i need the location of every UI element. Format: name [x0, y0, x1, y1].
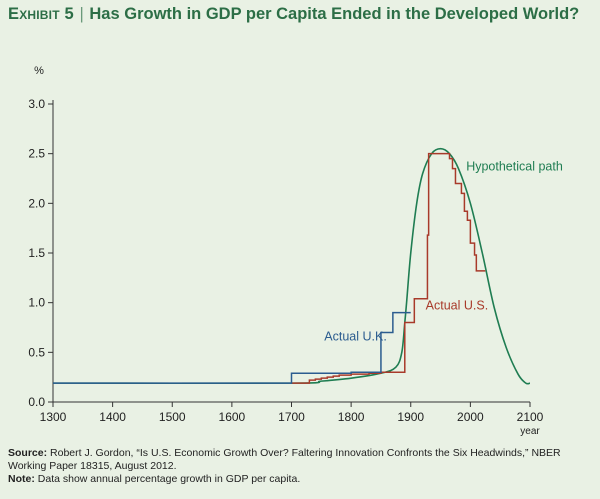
series-label-actual-u-k: Actual U.K.	[324, 329, 387, 343]
y-tick: 1.0	[28, 296, 53, 310]
x-tick: 2000	[457, 402, 484, 424]
x-axis-label: year	[520, 426, 540, 437]
x-tick: 2100	[517, 402, 544, 424]
x-tick-label: 2000	[457, 410, 484, 424]
series-line-actual-u-s	[291, 152, 486, 384]
series-label-actual-u-s: Actual U.S.	[426, 299, 489, 313]
y-tick-label: 0.5	[28, 345, 45, 359]
x-tick: 1300	[40, 402, 67, 424]
y-tick: 1.5	[28, 246, 53, 260]
x-tick: 1500	[159, 402, 186, 424]
source-label: Source:	[8, 447, 48, 459]
x-tick-label: 2100	[517, 410, 544, 424]
footer: Source: Robert J. Gordon, “Is U.S. Econo…	[8, 447, 594, 486]
y-tick: 0.0	[28, 395, 53, 409]
note-line: Note: Data show annual percentage growth…	[8, 473, 594, 486]
title-text: Has Growth in GDP per Capita Ended in th…	[89, 5, 580, 23]
x-tick: 1700	[278, 402, 305, 424]
chart: 0.0 0.5 1.0 1.5 2.0 2.5 3.0% 1300 1400 1500 1600 17…	[28, 65, 563, 437]
x-tick: 1400	[99, 402, 126, 424]
y-tick-label: 2.5	[28, 147, 45, 161]
title-separator: |	[79, 5, 84, 23]
x-tick-label: 1600	[219, 410, 246, 424]
y-tick: 0.5	[28, 345, 53, 359]
chart-title: Exhibit 5 | Has Growth in GDP per Capita…	[8, 4, 593, 25]
y-tick-label: 2.0	[28, 196, 45, 210]
y-axis-label: %	[34, 65, 44, 77]
note-label: Note:	[8, 473, 35, 485]
axes: 0.0 0.5 1.0 1.5 2.0 2.5 3.0% 1300 1400 1500 1600 17…	[28, 65, 543, 437]
x-tick-label: 1400	[99, 410, 126, 424]
series-labels: Actual U.K. Actual U.S. Hypothetical path	[324, 160, 563, 344]
note-text: Data show annual percentage growth in GD…	[37, 473, 301, 485]
source-text: Robert J. Gordon, “Is U.S. Economic Grow…	[8, 447, 561, 472]
y-tick: 3.0	[28, 97, 53, 111]
series-line-actual-u-k	[53, 311, 411, 384]
y-tick: 2.5	[28, 147, 53, 161]
series-label-hypothetical-path: Hypothetical path	[466, 160, 563, 174]
x-tick-label: 1500	[159, 410, 186, 424]
x-tick-label: 1700	[278, 410, 305, 424]
y-tick-label: 0.0	[28, 395, 45, 409]
source-line: Source: Robert J. Gordon, “Is U.S. Econo…	[8, 447, 594, 473]
y-tick: 2.0	[28, 196, 53, 210]
x-tick: 1800	[338, 402, 365, 424]
x-tick: 1900	[397, 402, 424, 424]
x-tick-label: 1900	[397, 410, 424, 424]
exhibit-label: Exhibit 5	[8, 5, 74, 23]
x-tick: 1600	[219, 402, 246, 424]
series-line-hypothetical-path	[52, 147, 531, 385]
y-tick-label: 3.0	[28, 97, 45, 111]
y-tick-label: 1.5	[28, 246, 45, 260]
x-tick-label: 1800	[338, 410, 365, 424]
series-layer	[52, 147, 531, 385]
y-tick-label: 1.0	[28, 296, 45, 310]
x-tick-label: 1300	[40, 410, 67, 424]
